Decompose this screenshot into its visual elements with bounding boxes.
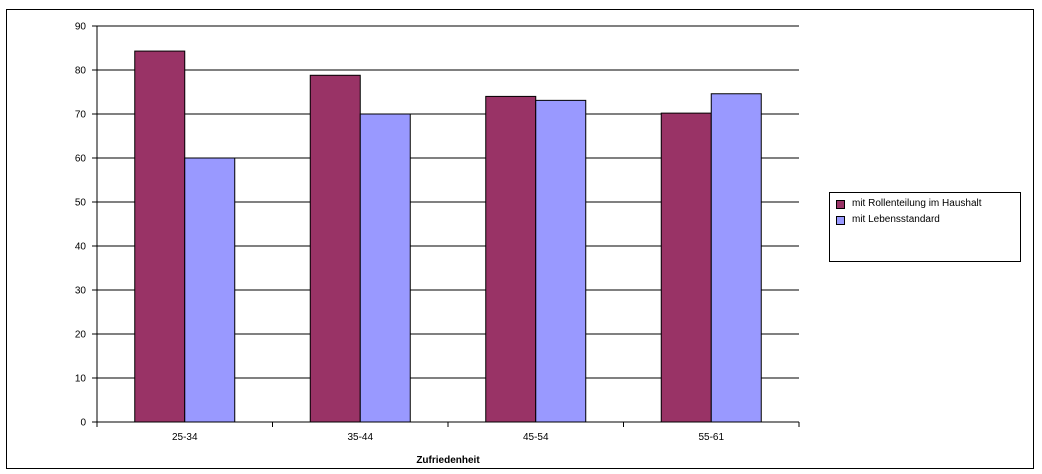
x-tick-labels: 25-34 35-44 45-54 55-61 (172, 432, 725, 443)
x-tick-label: 25-34 (172, 432, 198, 443)
y-tick-label: 80 (75, 66, 87, 77)
legend-label-series-1: mit Rollenteilung im Haushalt (852, 197, 982, 210)
y-tick-label: 0 (80, 418, 86, 429)
bar (135, 51, 185, 422)
x-axis-label: Zufriedenheit (416, 455, 480, 466)
legend: mit Rollenteilung im Haushalt mit Lebens… (829, 192, 1021, 262)
y-tick-label: 20 (75, 330, 87, 341)
legend-item-series-2: mit Lebensstandard (836, 213, 1014, 226)
bar (536, 100, 586, 422)
y-tick-label: 60 (75, 154, 87, 165)
bar (310, 75, 360, 422)
x-tick-label: 35-44 (347, 432, 373, 443)
y-tick-label: 90 (75, 22, 87, 33)
x-tick-label: 55-61 (698, 432, 724, 443)
x-tick-label: 45-54 (523, 432, 549, 443)
y-tick-label: 10 (75, 374, 87, 385)
bar (486, 96, 536, 422)
y-tick-labels: 0 10 20 30 40 50 60 70 80 90 (75, 22, 87, 429)
bar (661, 113, 711, 422)
legend-swatch-series-2 (836, 216, 845, 225)
bars (135, 51, 762, 422)
y-tick-label: 70 (75, 110, 87, 121)
legend-swatch-series-1 (836, 200, 845, 209)
legend-item-series-1: mit Rollenteilung im Haushalt (836, 197, 1014, 210)
bar (360, 114, 410, 422)
bar (185, 158, 235, 422)
y-tick-label: 30 (75, 286, 87, 297)
legend-label-series-2: mit Lebensstandard (852, 213, 982, 226)
bar (711, 94, 761, 422)
y-tick-label: 40 (75, 242, 87, 253)
y-tick-label: 50 (75, 198, 87, 209)
